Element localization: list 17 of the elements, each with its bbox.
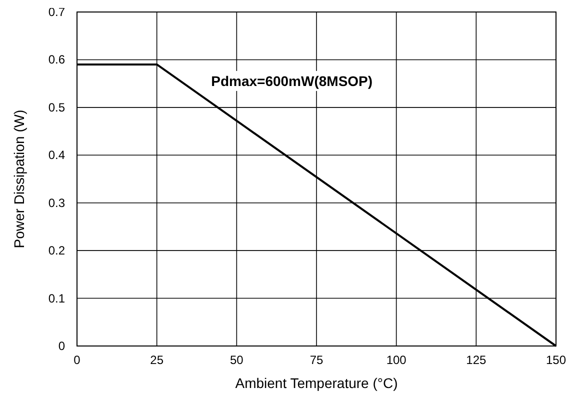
x-tick-label: 125 [466, 353, 486, 367]
annotation: Pdmax=600mW(8MSOP) [211, 72, 373, 89]
x-tick-label: 0 [74, 353, 81, 367]
x-tick-label: 50 [230, 353, 244, 367]
y-tick-label: 0.1 [48, 291, 66, 306]
y-tick-label: 0 [58, 339, 66, 353]
y-tick-label: 0.2 [48, 244, 66, 258]
y-tick-label: 0.3 [48, 196, 66, 210]
x-tick-label: 75 [310, 353, 324, 367]
y-tick-label: 0.5 [48, 100, 66, 114]
x-tick-label: 25 [150, 353, 164, 367]
y-tick-label: 0.6 [48, 52, 66, 67]
y-tick-label: 0.4 [48, 148, 66, 162]
x-tick-label: 150 [546, 353, 566, 367]
x-tick-label: 100 [386, 353, 407, 367]
x-axis-title: Ambient Temperature (°C) [235, 375, 398, 391]
y-axis-title: Power Dissipation (W) [11, 110, 27, 248]
